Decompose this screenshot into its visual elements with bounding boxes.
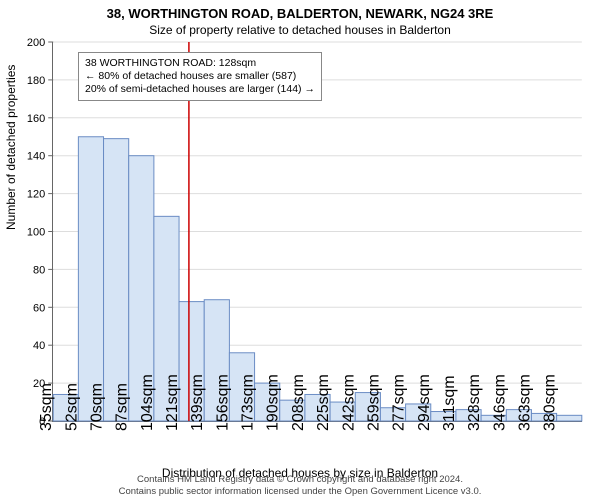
- annotation-box: 38 WORTHINGTON ROAD: 128sqm ← 80% of det…: [78, 52, 322, 101]
- y-tick-label: 60: [33, 302, 45, 314]
- x-tick-label: 225sqm: [315, 374, 332, 431]
- y-tick-label: 140: [27, 151, 45, 163]
- x-tick-label: 190sqm: [265, 374, 282, 431]
- y-tick-label: 40: [33, 340, 45, 352]
- x-tick-label: 328sqm: [466, 374, 483, 431]
- x-tick-label: 242sqm: [340, 374, 357, 431]
- histogram-bar: [557, 415, 582, 421]
- footer-attribution: Contains HM Land Registry data © Crown c…: [0, 472, 600, 500]
- x-tick-label: 363sqm: [516, 374, 533, 431]
- x-tick-label: 35sqm: [38, 383, 55, 431]
- footer-line2: Contains public sector information licen…: [6, 486, 594, 497]
- x-tick-label: 52sqm: [63, 383, 80, 431]
- y-axis-label: Number of detached properties: [4, 65, 18, 230]
- x-tick-label: 156sqm: [214, 374, 231, 431]
- x-tick-label: 70sqm: [89, 383, 106, 431]
- x-tick-label: 104sqm: [139, 374, 156, 431]
- y-tick-label: 200: [27, 37, 45, 49]
- annotation-line3: 20% of semi-detached houses are larger (…: [85, 83, 315, 96]
- histogram-bar: [78, 137, 103, 421]
- x-tick-label: 259sqm: [365, 374, 382, 431]
- histogram-bar: [104, 139, 129, 421]
- y-tick-label: 180: [27, 75, 45, 87]
- x-tick-label: 121sqm: [164, 374, 181, 431]
- y-tick-label: 120: [27, 189, 45, 201]
- y-tick-label: 160: [27, 113, 45, 125]
- y-tick-label: 100: [27, 226, 45, 238]
- x-tick-label: 311sqm: [441, 375, 458, 431]
- x-tick-label: 208sqm: [290, 374, 307, 431]
- annotation-line1: 38 WORTHINGTON ROAD: 128sqm: [85, 57, 315, 70]
- annotation-line2: ← 80% of detached houses are smaller (58…: [85, 70, 315, 83]
- x-tick-label: 139sqm: [189, 374, 206, 431]
- x-tick-label: 380sqm: [542, 374, 559, 431]
- x-tick-label: 87sqm: [114, 383, 131, 431]
- chart-title-sub: Size of property relative to detached ho…: [0, 21, 600, 37]
- y-tick-label: 80: [33, 264, 45, 276]
- footer-line1: Contains HM Land Registry data © Crown c…: [6, 474, 594, 485]
- x-tick-label: 277sqm: [391, 374, 408, 431]
- x-tick-label: 346sqm: [491, 374, 508, 431]
- x-tick-label: 173sqm: [240, 374, 257, 431]
- chart-title-main: 38, WORTHINGTON ROAD, BALDERTON, NEWARK,…: [0, 0, 600, 21]
- x-tick-label: 294sqm: [416, 374, 433, 431]
